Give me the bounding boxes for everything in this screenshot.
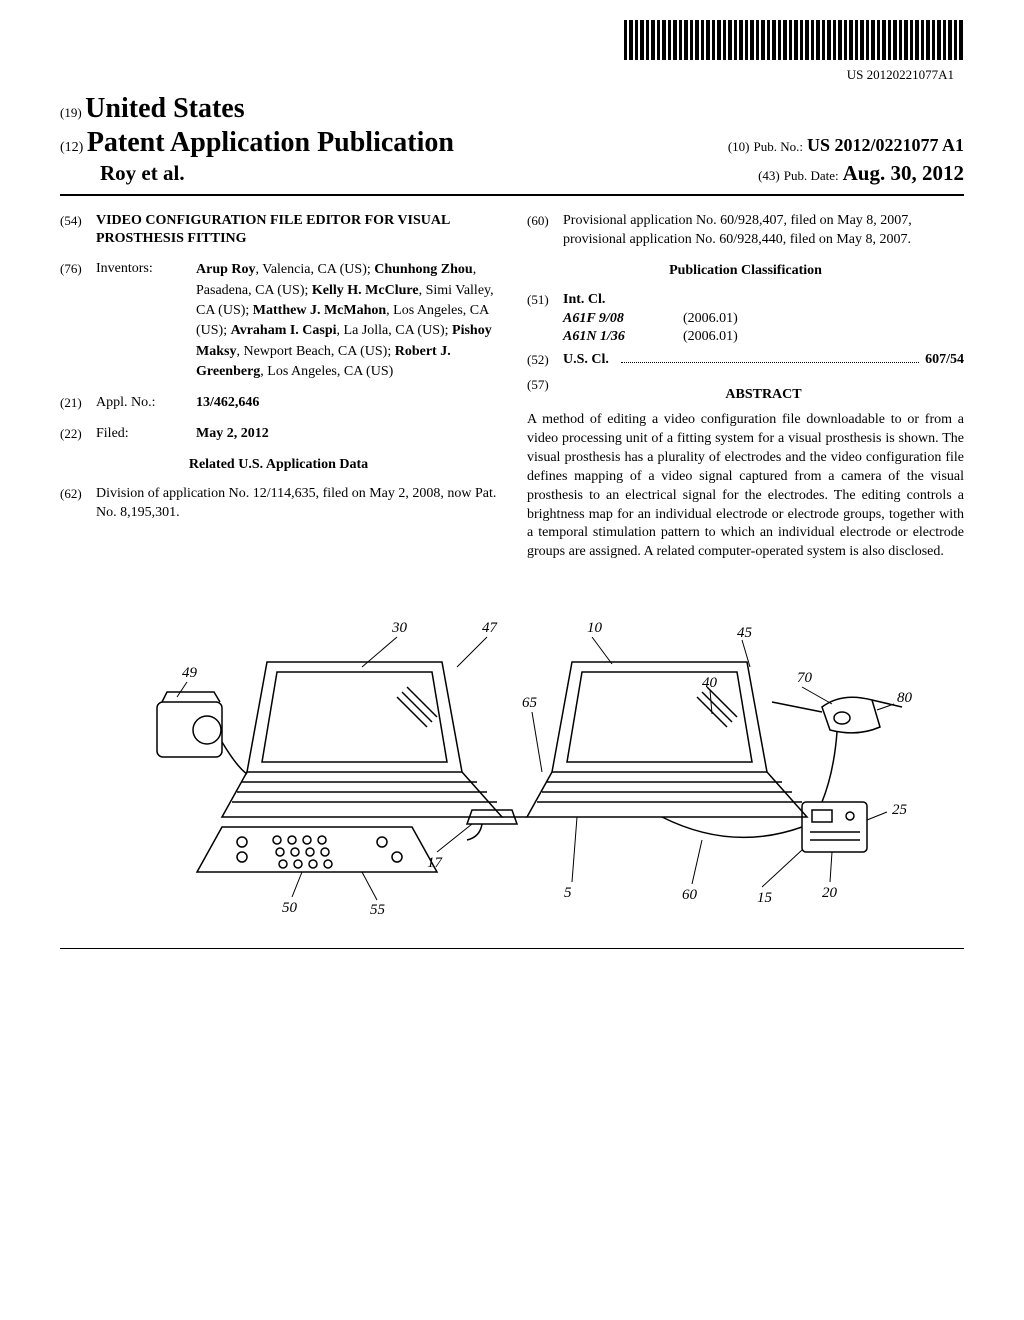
fig-label-60: 60 xyxy=(682,887,698,903)
barcode-graphic xyxy=(624,20,964,60)
field-62: (62) Division of application No. 12/114,… xyxy=(60,485,497,523)
field-52: (52) U.S. Cl. 607/54 xyxy=(527,351,964,370)
fig-label-5: 5 xyxy=(564,885,572,901)
barcode-text: US 20120221077A1 xyxy=(60,67,954,83)
abstract-heading: ABSTRACT xyxy=(563,386,964,405)
f52-body: U.S. Cl. 607/54 xyxy=(563,351,964,370)
fig-label-55: 55 xyxy=(370,902,386,918)
pubdate-value: Aug. 30, 2012 xyxy=(843,161,964,185)
field-51: (51) Int. Cl. A61F 9/08 (2006.01) A61N 1… xyxy=(527,291,964,348)
field-22: (22) Filed: May 2, 2012 xyxy=(60,425,497,444)
author-line: Roy et al. (43) Pub. Date: Aug. 30, 2012 xyxy=(60,161,964,186)
f51-body: Int. Cl. A61F 9/08 (2006.01) A61N 1/36 (… xyxy=(563,291,964,348)
laptop-right xyxy=(527,662,807,817)
f76-body: Arup Roy, Valencia, CA (US); Chunhong Zh… xyxy=(196,260,497,382)
fig-label-30: 30 xyxy=(391,620,408,636)
f76-num: (76) xyxy=(60,260,96,382)
pubdate-label: Pub. Date: xyxy=(784,168,839,183)
int-cl-year-0: (2006.01) xyxy=(683,310,738,329)
pub-title: Patent Application Publication xyxy=(87,127,454,158)
laptop-left xyxy=(222,662,502,817)
pubno-num: (10) xyxy=(728,139,750,154)
figure-area: 30 47 10 45 49 65 40 70 80 25 17 50 55 5… xyxy=(60,592,964,932)
pub-num: (12) xyxy=(60,140,83,155)
fig-label-49: 49 xyxy=(182,665,198,681)
fig-label-47: 47 xyxy=(482,620,499,636)
int-cl-row-0: A61F 9/08 (2006.01) xyxy=(563,310,964,329)
vpu-device xyxy=(802,802,867,852)
pubdate-num: (43) xyxy=(758,168,780,183)
f52-value: 607/54 xyxy=(925,351,964,370)
field-60: (60) Provisional application No. 60/928,… xyxy=(527,212,964,250)
f57-num: (57) xyxy=(527,376,563,411)
f62-body: Division of application No. 12/114,635, … xyxy=(96,485,497,523)
f22-label: Filed: xyxy=(96,425,196,444)
country-num: (19) xyxy=(60,105,82,120)
header-block: (19) United States (12) Patent Applicati… xyxy=(60,93,964,186)
fig-label-45: 45 xyxy=(737,625,753,641)
field-21: (21) Appl. No.: 13/462,646 xyxy=(60,394,497,413)
int-cl-code-0: A61F 9/08 xyxy=(563,310,683,329)
f62-num: (62) xyxy=(60,485,96,523)
f22-num: (22) xyxy=(60,425,96,444)
field-76: (76) Inventors: Arup Roy, Valencia, CA (… xyxy=(60,260,497,382)
authors: Roy et al. xyxy=(60,161,185,186)
fig-label-15: 15 xyxy=(757,890,773,906)
fig-label-17: 17 xyxy=(427,855,444,871)
country-line: (19) United States xyxy=(60,93,964,125)
int-cl-code-1: A61N 1/36 xyxy=(563,328,683,347)
divider-bottom xyxy=(60,948,964,949)
glasses-device xyxy=(822,697,902,802)
f76-label: Inventors: xyxy=(96,260,196,382)
f51-num: (51) xyxy=(527,291,563,348)
fig-label-10: 10 xyxy=(587,620,603,636)
f52-num: (52) xyxy=(527,351,563,370)
pub-class-heading: Publication Classification xyxy=(527,262,964,281)
abstract-body: A method of editing a video configuratio… xyxy=(527,411,964,562)
field-54: (54) VIDEO CONFIGURATION FILE EDITOR FOR… xyxy=(60,212,497,248)
f22-value: May 2, 2012 xyxy=(196,425,497,444)
fig-label-80: 80 xyxy=(897,690,913,706)
figure-svg: 30 47 10 45 49 65 40 70 80 25 17 50 55 5… xyxy=(102,592,922,932)
fig-label-50: 50 xyxy=(282,900,298,916)
controller-device xyxy=(197,827,437,872)
pubno-value: US 2012/0221077 A1 xyxy=(807,135,964,155)
dot-leader xyxy=(621,362,919,363)
fig-label-40: 40 xyxy=(702,675,718,691)
two-column-body: (54) VIDEO CONFIGURATION FILE EDITOR FOR… xyxy=(60,212,964,562)
f54-num: (54) xyxy=(60,212,96,248)
fig-label-65: 65 xyxy=(522,695,538,711)
f60-body: Provisional application No. 60/928,407, … xyxy=(563,212,964,250)
hub-device xyxy=(467,810,517,840)
left-column: (54) VIDEO CONFIGURATION FILE EDITOR FOR… xyxy=(60,212,497,562)
f60-num: (60) xyxy=(527,212,563,250)
pubdate-block: (43) Pub. Date: Aug. 30, 2012 xyxy=(758,161,964,186)
f21-num: (21) xyxy=(60,394,96,413)
f51-label: Int. Cl. xyxy=(563,291,964,310)
publication-left: (12) Patent Application Publication xyxy=(60,127,454,159)
pubno-label: Pub. No.: xyxy=(753,139,802,154)
field-57: (57) ABSTRACT xyxy=(527,376,964,411)
country-name: United States xyxy=(85,93,244,124)
f21-value: 13/462,646 xyxy=(196,394,497,413)
f54-title: VIDEO CONFIGURATION FILE EDITOR FOR VISU… xyxy=(96,212,497,248)
int-cl-year-1: (2006.01) xyxy=(683,328,738,347)
int-cl-row-1: A61N 1/36 (2006.01) xyxy=(563,328,964,347)
divider-top xyxy=(60,194,964,196)
f52-label: U.S. Cl. xyxy=(563,351,609,370)
fig-label-70: 70 xyxy=(797,670,813,686)
right-column: (60) Provisional application No. 60/928,… xyxy=(527,212,964,562)
fig-label-20: 20 xyxy=(822,885,838,901)
publication-right: (10) Pub. No.: US 2012/0221077 A1 xyxy=(728,135,964,156)
barcode-area: US 20120221077A1 xyxy=(60,20,964,83)
related-heading: Related U.S. Application Data xyxy=(60,456,497,475)
fig-label-25: 25 xyxy=(892,802,908,818)
camera-device xyxy=(157,692,247,774)
publication-line: (12) Patent Application Publication (10)… xyxy=(60,127,964,159)
f21-label: Appl. No.: xyxy=(96,394,196,413)
